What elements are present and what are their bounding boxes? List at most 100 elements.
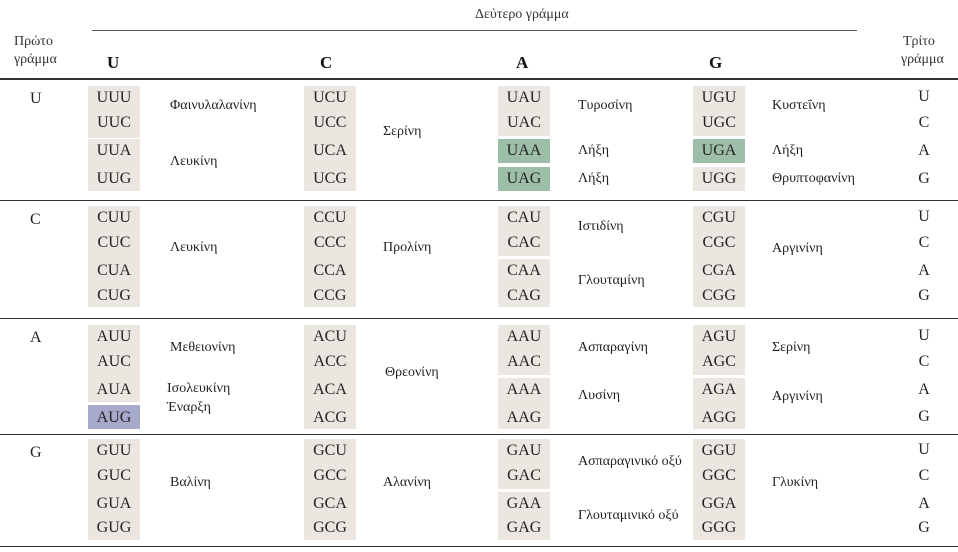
codon-acg: ACG xyxy=(313,409,347,426)
header-bottom-rule xyxy=(0,78,958,80)
codon-block-cu xyxy=(88,206,140,307)
codon-block-ca-top xyxy=(498,206,550,256)
aa-glycine: Γλυκίνη xyxy=(772,475,819,490)
codon-block-ga-top xyxy=(498,439,550,489)
aa-alanine: Αλανίνη xyxy=(383,475,431,490)
codon-ggg: GGG xyxy=(701,519,737,536)
codon-ugg: UGG xyxy=(701,170,737,187)
codon-gcc: GCC xyxy=(313,467,347,484)
table-bottom-rule xyxy=(0,546,958,547)
codon-gaa: GAA xyxy=(506,495,542,512)
second-letter-header: Δεύτερο γράμμα xyxy=(475,7,569,22)
aa-methionine: Μεθειονίνη xyxy=(170,340,236,355)
codon-block-uu-top xyxy=(88,86,140,138)
stop-highlight-uaa xyxy=(498,139,550,163)
third-letter-u-row-u: U xyxy=(918,88,930,105)
codon-ccc: CCC xyxy=(313,234,346,251)
codon-aca: ACA xyxy=(313,381,347,398)
codon-block-gu xyxy=(88,439,140,540)
codon-uag: UAG xyxy=(506,170,542,187)
codon-block-ug-top xyxy=(693,86,745,136)
codon-cgg: CGG xyxy=(702,287,736,304)
codon-ggu: GGU xyxy=(701,442,737,459)
third-letter-a-row-g: A xyxy=(918,495,930,512)
first-letter-header-line1: Πρώτο xyxy=(14,34,53,49)
third-letter-a-row-a: A xyxy=(918,381,930,398)
column-header-c: C xyxy=(320,53,333,72)
codon-aua: AUA xyxy=(96,381,132,398)
row-divider-3 xyxy=(0,434,958,435)
codon-block-ag-top xyxy=(693,325,745,375)
codon-cac: CAC xyxy=(507,234,541,251)
codon-cag: CAG xyxy=(507,287,541,304)
codon-agu: AGU xyxy=(701,328,737,345)
codon-cau: CAU xyxy=(507,209,541,226)
codon-gca: GCA xyxy=(313,495,347,512)
codon-uug: UUG xyxy=(96,170,132,187)
codon-block-au xyxy=(88,325,140,402)
codon-uuc: UUC xyxy=(97,114,131,131)
codon-gac: GAC xyxy=(507,467,541,484)
aa-stop-uga: Λήξη xyxy=(772,143,804,158)
codon-guc: GUC xyxy=(97,467,131,484)
start-highlight-aug xyxy=(88,405,140,429)
codon-ccg: CCG xyxy=(313,287,347,304)
aa-asparagine: Ασπαραγίνη xyxy=(578,340,648,355)
codon-aaa: AAA xyxy=(506,381,542,398)
aa-arginine-a: Αργινίνη xyxy=(772,389,823,404)
codon-cuu: CUU xyxy=(97,209,131,226)
third-letter-c-row-c: C xyxy=(918,234,930,251)
third-letter-c-row-a: C xyxy=(918,353,930,370)
codon-uaa: UAA xyxy=(506,142,542,159)
third-letter-header-line1: Τρίτο xyxy=(903,34,935,49)
aa-serine-u: Σερίνη xyxy=(383,124,422,139)
aa-threonine: Θρεονίνη xyxy=(385,365,439,380)
codon-uac: UAC xyxy=(507,114,541,131)
aa-leucine-c: Λευκίνη xyxy=(170,240,218,255)
codon-ucc: UCC xyxy=(313,114,347,131)
third-letter-g-row-c: G xyxy=(918,287,930,304)
aa-glutamine: Γλουταμίνη xyxy=(578,273,645,288)
codon-guu: GUU xyxy=(96,442,132,459)
aa-lysine: Λυσίνη xyxy=(578,388,621,403)
aa-valine: Βαλίνη xyxy=(170,475,211,490)
codon-gug: GUG xyxy=(96,519,132,536)
first-letter-header-line2: γράμμα xyxy=(14,52,57,67)
aa-start: Έναρξη xyxy=(167,400,211,415)
row-divider-2 xyxy=(0,318,958,319)
codon-block-ua-top xyxy=(498,86,550,136)
third-letter-g-row-u: G xyxy=(918,170,930,187)
codon-uuu: UUU xyxy=(96,89,132,106)
codon-ggc: GGC xyxy=(702,467,736,484)
codon-aag: AAG xyxy=(506,409,542,426)
codon-block-ga-bottom xyxy=(498,492,550,540)
codon-block-uc xyxy=(304,86,356,191)
column-header-g: G xyxy=(709,53,723,72)
column-header-u: U xyxy=(107,53,120,72)
first-letter-a: A xyxy=(30,329,42,346)
codon-cuc: CUC xyxy=(97,234,131,251)
codon-auc: AUC xyxy=(97,353,131,370)
aa-serine-a: Σερίνη xyxy=(772,340,811,355)
third-letter-u-row-c: U xyxy=(918,208,930,225)
aa-arginine-c: Αργινίνη xyxy=(772,241,823,256)
codon-gga: GGA xyxy=(701,495,737,512)
codon-cua: CUA xyxy=(97,262,131,279)
codon-block-gc xyxy=(304,439,356,540)
codon-gua: GUA xyxy=(96,495,132,512)
codon-agc: AGC xyxy=(702,353,736,370)
third-letter-u-row-g: U xyxy=(918,441,930,458)
codon-ugc: UGC xyxy=(702,114,736,131)
codon-uau: UAU xyxy=(506,89,542,106)
third-letter-header-line2: γράμμα xyxy=(901,52,944,67)
third-letter-g-row-a: G xyxy=(918,408,930,425)
codon-block-cg xyxy=(693,206,745,307)
codon-uga: UGA xyxy=(701,142,737,159)
header-divider xyxy=(92,30,857,31)
first-letter-g: G xyxy=(30,444,42,461)
third-letter-a-row-c: A xyxy=(918,262,930,279)
codon-aga: AGA xyxy=(701,381,737,398)
third-letter-c-row-u: C xyxy=(918,114,930,131)
codon-agg: AGG xyxy=(701,409,737,426)
